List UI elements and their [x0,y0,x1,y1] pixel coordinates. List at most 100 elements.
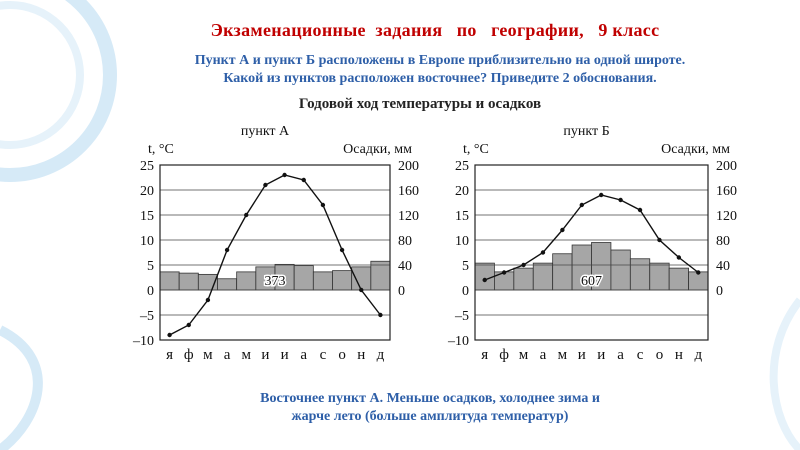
figure-title: Годовой ход температуры и осадков [298,96,542,112]
precip-total-label: 607 [581,274,602,289]
y-axis-label-left: t, °С [148,142,174,157]
precip-total-halo: 607 [581,274,602,289]
month-label: с [320,347,327,363]
precip-bar [217,278,238,291]
temperature-point [167,332,172,338]
precip-bar [474,262,495,291]
month-label: а [300,347,307,363]
temperature-line [169,174,381,336]
month-label: с [637,347,644,363]
chart-title: пункт А [241,124,290,139]
slide-title: Экзаменационные задания по географии, 9 … [210,20,660,40]
decor-arc [769,297,800,450]
temperature-point [244,212,249,218]
plot-frame [474,164,709,341]
answer-line-2: жарче лето (больше амплитуда температур) [291,409,569,424]
temperature-point [301,177,306,183]
month-label: м [203,347,213,363]
y-tick-left: 10 [455,234,469,249]
temperature-line [484,194,699,281]
y-tick-left: 0 [147,284,154,299]
y-tick-right: 160 [716,184,737,199]
plot-frame [159,164,391,341]
y-tick-left: 20 [140,184,154,199]
y-tick-right: 0 [398,284,405,299]
temperature-point [224,247,230,253]
month-label: м [519,347,529,363]
y-tick-right: 200 [398,159,419,174]
month-label: а [540,347,547,363]
y-tick-right: 120 [398,209,419,224]
month-label: ф [184,347,194,363]
precip-bar [552,253,573,291]
answer-text: Восточнее пункт А. Меньше осадков, холод… [170,390,690,426]
y-tick-left: 15 [140,209,154,224]
question-line-2: Какой из пунктов расположен восточнее? П… [223,71,657,86]
y-tick-left: 20 [455,184,469,199]
temperature-point [501,270,507,275]
y-axis-label-right: Осадки, мм [343,142,412,157]
y-tick-left: 5 [462,259,469,274]
month-label: а [617,347,624,363]
temperature-point [482,277,487,283]
y-tick-left: 0 [462,284,469,299]
temperature-point [579,202,584,208]
precip-bar [312,271,333,291]
temperature-point [521,262,526,268]
y-tick-left: 10 [140,234,154,249]
month-label: д [694,347,702,363]
month-label: я [166,347,173,363]
y-tick-left: –10 [132,334,154,349]
temperature-point [696,270,701,275]
precip-total-label: 373 [265,274,286,289]
temperature-point [560,227,565,233]
temperature-point [618,197,623,203]
y-tick-right: 120 [716,209,737,224]
y-tick-left: 25 [455,159,469,174]
decor-ring [0,1,84,149]
month-label: а [224,347,231,363]
temperature-point [339,247,345,253]
precip-bar [629,258,651,291]
precip-bar [159,271,180,291]
chart-title: пункт Б [563,124,609,139]
precip-bar [610,249,631,291]
precip-bar [351,266,372,291]
temperature-point [637,207,643,213]
month-label: м [558,347,568,363]
temperature-point [676,255,682,260]
y-tick-left: 15 [455,209,469,224]
y-tick-right: 0 [716,284,723,299]
month-label: д [377,347,385,363]
y-tick-left: 5 [147,259,154,274]
temperature-point [205,297,211,303]
month-label: н [357,347,365,363]
y-tick-right: 40 [398,259,412,274]
temperature-point [378,312,383,318]
y-axis-label-left: t, °С [463,142,489,157]
temperature-point [540,250,546,255]
y-tick-right: 80 [716,234,730,249]
temperature-point [359,287,364,293]
temperature-point [599,192,604,198]
y-tick-right: 200 [716,159,737,174]
precip-bar [649,262,670,291]
question-line-1: Пункт А и пункт Б расположены в Европе п… [194,53,686,68]
month-label: о [338,347,346,363]
month-label: я [481,347,488,363]
y-tick-left: –10 [447,334,469,349]
month-label: ф [499,347,509,363]
precip-total-halo: 373 [265,274,286,289]
precip-bar [668,267,689,291]
y-tick-right: 160 [398,184,419,199]
temperature-point [263,182,268,188]
precip-bar [370,260,391,291]
precip-bar [332,270,353,291]
month-label: о [656,347,664,363]
month-label: н [675,347,683,363]
temperature-point [282,172,287,178]
month-label: и [597,347,605,363]
precip-bar [236,271,257,291]
